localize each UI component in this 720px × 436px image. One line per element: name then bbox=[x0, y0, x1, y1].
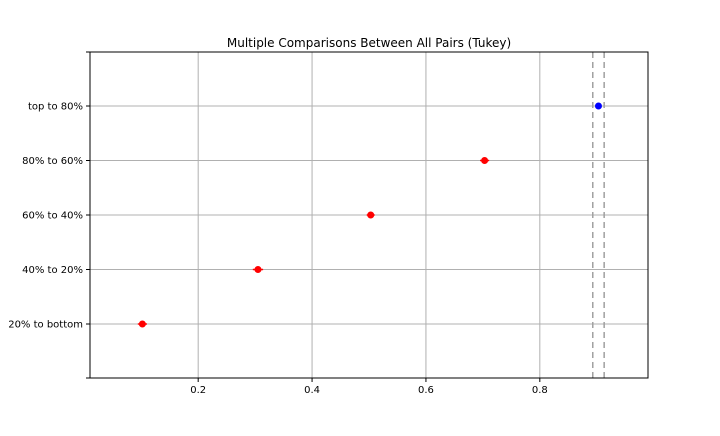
data-point bbox=[481, 157, 489, 164]
y-tick-label: 80% to 60% bbox=[22, 156, 83, 167]
data-point bbox=[254, 266, 262, 273]
y-tick-label: 60% to 40% bbox=[22, 211, 83, 222]
x-tick-label: 0.4 bbox=[304, 385, 320, 396]
data-points bbox=[137, 102, 602, 328]
x-tick-label: 0.2 bbox=[190, 385, 206, 396]
axes: 0.2 0.4 0.6 0.8 top to 80% 80% to 60% 60% to 4… bbox=[8, 51, 548, 396]
chart-title: Multiple Comparisons Between All Pairs (… bbox=[227, 36, 511, 50]
grid-layer bbox=[90, 52, 648, 378]
data-point bbox=[138, 320, 146, 328]
x-tick-label: 0.8 bbox=[532, 385, 548, 396]
reference-lines bbox=[592, 52, 605, 378]
x-tick-label: 0.6 bbox=[418, 385, 434, 396]
y-tick-label: 40% to 20% bbox=[22, 265, 83, 276]
y-tick-label: 20% to bottom bbox=[8, 320, 83, 331]
y-tick-label: top to 80% bbox=[28, 102, 83, 113]
data-point bbox=[594, 102, 602, 110]
data-point bbox=[367, 211, 375, 219]
